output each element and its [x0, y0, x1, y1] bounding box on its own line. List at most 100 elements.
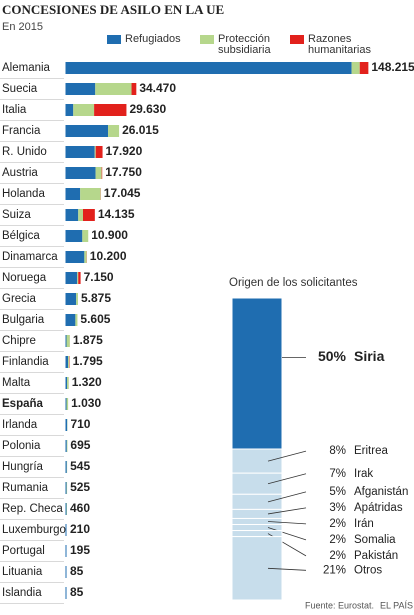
bar-segment — [101, 167, 103, 179]
category-label: Siria — [354, 348, 385, 364]
chart-subtitle: En 2015 — [2, 21, 43, 33]
bar-segment — [66, 62, 352, 74]
source: Fuente: Eurostat. — [305, 600, 374, 610]
value-label: 85 — [70, 564, 84, 578]
value-label: 460 — [70, 501, 90, 515]
leader-line — [267, 567, 307, 571]
category-label: Somalia — [354, 534, 396, 546]
bar-segment — [66, 251, 85, 263]
value-label: 34.470 — [139, 81, 176, 95]
chart-title: CONCESIONES DE ASILO EN LA UE — [2, 2, 224, 17]
bar-segment — [66, 398, 69, 410]
legend-label: Protección subsidiaria — [218, 33, 271, 56]
value-label: 210 — [70, 522, 90, 536]
leader-line — [267, 491, 307, 503]
value-label: 2% — [329, 534, 346, 546]
bar-segment — [66, 83, 96, 95]
value-label: 148.215 — [371, 60, 414, 74]
bar-segment — [94, 104, 127, 116]
category-label: Pakistán — [354, 550, 398, 562]
bar-segment — [68, 356, 70, 368]
y-tick-label: Irlanda — [2, 419, 38, 431]
legend-item: Refugiados — [107, 34, 195, 45]
column-segment — [231, 493, 283, 510]
value-label: 3% — [329, 502, 346, 514]
legend-label: Razones humanitarias — [308, 33, 371, 56]
bar-segment — [66, 293, 77, 305]
legend-swatch — [200, 35, 214, 44]
value-label: 1.875 — [73, 333, 103, 347]
y-tick-label: Portugal — [2, 545, 45, 557]
category-label: Irak — [354, 468, 373, 480]
value-label: 8% — [329, 445, 346, 457]
category-label: Otros — [354, 564, 382, 576]
legend-label: Refugiados — [125, 33, 181, 45]
bar-segment — [73, 104, 95, 116]
y-tick-label: Chipre — [2, 335, 36, 347]
y-tick-label: Malta — [2, 377, 31, 389]
y-tick-label: Noruega — [2, 272, 47, 284]
bar-segment — [78, 209, 84, 221]
y-tick-label: Francia — [2, 125, 41, 137]
value-label: 85 — [70, 585, 84, 599]
bar-segment — [359, 62, 369, 74]
bar-segment — [351, 62, 360, 74]
bar-segment — [66, 125, 109, 137]
value-label: 10.200 — [90, 249, 127, 263]
y-tick-label: Austria — [2, 167, 38, 179]
value-label: 50% — [318, 348, 347, 364]
column-segment — [231, 517, 283, 526]
bar-segment — [83, 209, 95, 221]
bar-segment — [66, 104, 74, 116]
y-tick-label: Suecia — [2, 83, 38, 95]
value-label: 5.605 — [80, 312, 110, 326]
bar-segment — [95, 146, 103, 158]
value-label: 26.015 — [122, 123, 159, 137]
bar-segment — [66, 377, 68, 389]
bar-segment — [78, 272, 81, 284]
leader-line — [267, 521, 307, 525]
bar-segment — [66, 167, 96, 179]
value-label: 1.030 — [71, 396, 101, 410]
value-label: 2% — [329, 518, 346, 530]
column-segment — [231, 508, 283, 519]
legend-swatch — [107, 35, 121, 44]
value-label: 17.920 — [106, 144, 143, 158]
y-tick-label: Polonia — [2, 440, 41, 452]
y-tick-label: España — [2, 398, 44, 410]
bar-segment — [82, 230, 89, 242]
leader-line — [267, 507, 307, 515]
bar-segment — [80, 188, 101, 200]
chart-title: Origen de los solicitantes — [229, 277, 358, 289]
value-label: 17.045 — [104, 186, 141, 200]
y-tick-label: R. Unido — [2, 146, 47, 158]
category-label: Afganistán — [354, 486, 408, 498]
value-label: 695 — [70, 438, 90, 452]
legend-item: Protección subsidiaria — [200, 34, 278, 56]
y-tick-label: Italia — [2, 104, 27, 116]
bar-segment — [131, 83, 137, 95]
category-label: Irán — [354, 518, 374, 530]
y-tick-label: Lituania — [2, 566, 43, 578]
bar-segment — [67, 377, 69, 389]
y-tick-label: Bélgica — [2, 230, 40, 242]
bar-segment — [66, 209, 79, 221]
value-label: 5.875 — [81, 291, 111, 305]
bar-segment — [66, 146, 95, 158]
bar-segment — [77, 272, 79, 284]
value-label: 7% — [329, 468, 346, 480]
value-label: 14.135 — [98, 207, 135, 221]
bar-segment — [95, 83, 132, 95]
leader-line — [267, 527, 307, 541]
legend-swatch — [290, 35, 304, 44]
bar-segment — [66, 335, 70, 347]
bar-segment — [108, 125, 120, 137]
bar-segment — [94, 146, 96, 158]
leader-line — [267, 450, 307, 462]
value-label: 1.320 — [72, 375, 102, 389]
bar-segment — [66, 440, 68, 452]
y-tick-label: Holanda — [2, 188, 45, 200]
column-segment — [231, 448, 283, 474]
y-tick-label: Alemania — [2, 62, 51, 74]
value-label: 545 — [70, 459, 90, 473]
